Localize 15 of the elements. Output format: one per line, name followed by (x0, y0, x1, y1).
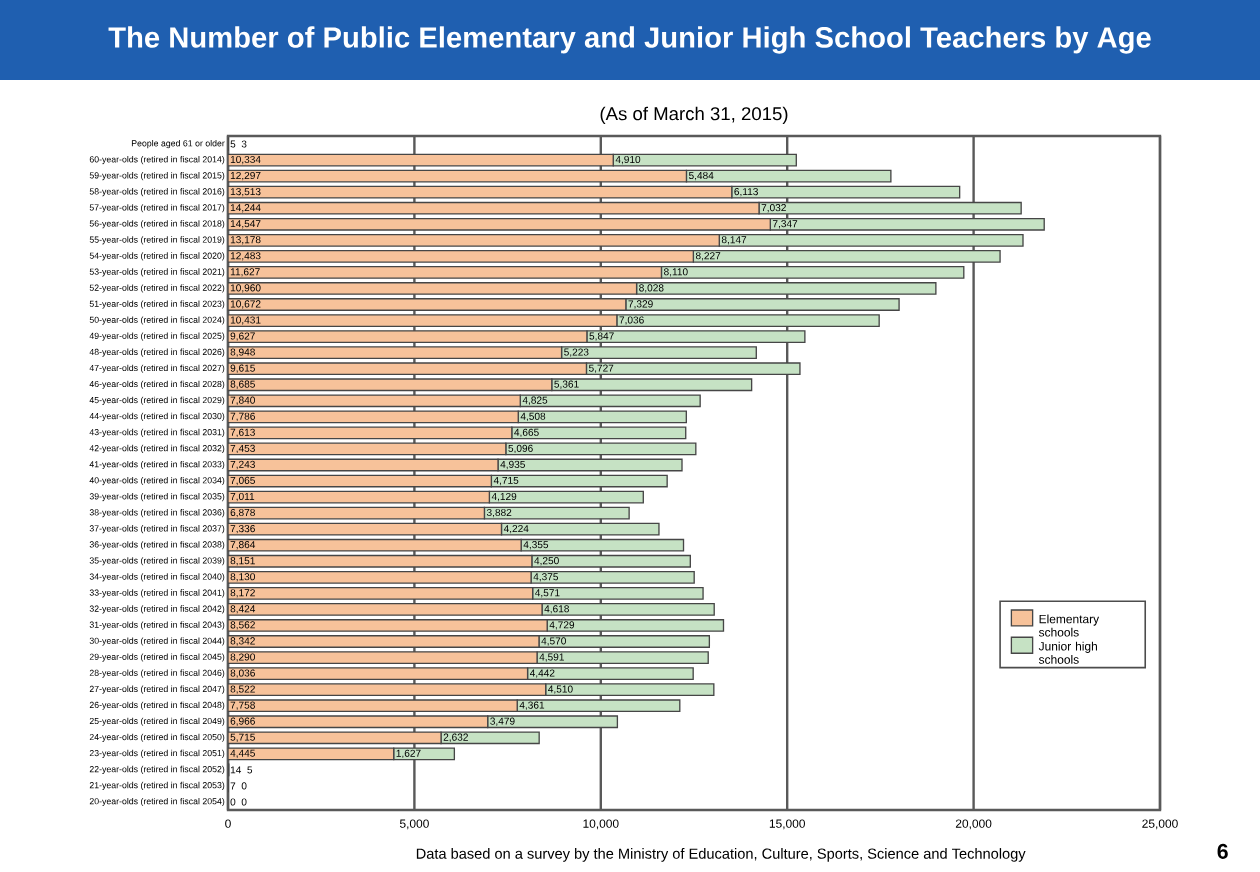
bar (228, 314, 618, 327)
chart-subtitle: (As of March 31, 2015) (600, 106, 788, 124)
bar (616, 314, 880, 327)
bar (546, 619, 725, 632)
text: 6 (1217, 843, 1228, 859)
bar (228, 298, 627, 311)
bar (635, 282, 937, 295)
bar (228, 619, 548, 632)
bar (538, 635, 711, 648)
bar (228, 651, 538, 664)
bar (228, 635, 540, 648)
bar (228, 282, 638, 295)
bar (625, 298, 900, 311)
bar (536, 651, 709, 664)
chart-title: The Number of Public Elementary and Junior High School Teachers by Age (108, 26, 1151, 54)
